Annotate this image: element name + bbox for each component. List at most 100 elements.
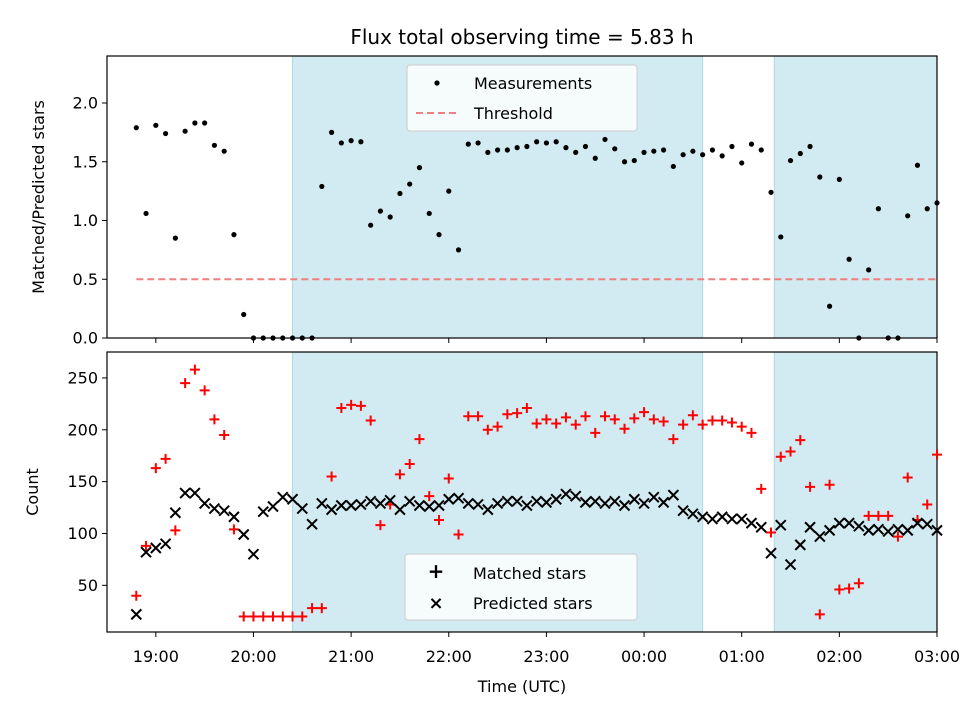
x-tick-label: 19:00	[133, 647, 179, 666]
matched-star-point	[756, 483, 767, 494]
predicted-star-point	[648, 491, 660, 503]
predicted-star-point	[482, 503, 494, 516]
measurement-point	[602, 136, 608, 143]
y-tick-label: 150	[67, 472, 98, 491]
predicted-star-point	[189, 487, 201, 499]
predicted-star-point	[130, 608, 143, 621]
predicted-star-point	[423, 500, 435, 513]
measurement-point	[846, 256, 852, 262]
legend-measurements-label: Measurements	[474, 74, 592, 93]
predicted-star-point	[247, 548, 260, 560]
bottom-legend-box	[404, 553, 638, 621]
matched-star-point	[726, 417, 737, 428]
predicted-star-point	[609, 495, 621, 508]
matched-star-point	[697, 419, 708, 430]
matched-star-point	[502, 409, 513, 420]
measurement-point	[416, 165, 423, 171]
predicted-star-point	[716, 511, 728, 523]
matched-star-point	[180, 378, 191, 389]
matched-star-point	[277, 611, 288, 622]
predicted-star-point	[687, 508, 699, 520]
measurement-point	[660, 147, 667, 153]
measurement-point	[524, 143, 530, 150]
measurement-point	[895, 335, 901, 341]
predicted-star-point	[316, 497, 328, 510]
matched-star-point	[590, 427, 601, 438]
matched-star-point	[834, 584, 845, 595]
measurement-point	[631, 157, 637, 164]
predicted-star-point	[765, 547, 777, 559]
matched-star-point	[248, 611, 259, 622]
predicted-star-point	[403, 495, 416, 508]
matched-star-point	[346, 399, 357, 410]
measurement-point	[202, 120, 208, 126]
matched-star-point	[189, 364, 200, 375]
measurement-point	[621, 159, 628, 165]
bottom-y-axis-label: Count	[23, 468, 42, 516]
predicted-star-point	[784, 558, 797, 571]
matched-star-point	[268, 611, 278, 622]
matched-star-point	[228, 524, 239, 535]
matched-star-point	[922, 499, 933, 510]
measurement-point	[299, 335, 305, 341]
y-tick-label: 200	[67, 420, 98, 439]
predicted-star-point	[286, 493, 299, 505]
predicted-star-point	[540, 496, 553, 509]
predicted-star-point	[667, 489, 680, 501]
measurement-point	[289, 335, 296, 341]
top-legend: Measurements Threshold	[406, 64, 638, 132]
legend-threshold-label: Threshold	[473, 104, 553, 123]
matched-star-point	[844, 583, 855, 594]
x-axis-label: Time (UTC)	[477, 677, 566, 696]
measurement-point	[719, 153, 725, 159]
matched-star-point	[775, 451, 786, 462]
matched-star-point	[541, 414, 552, 425]
measurement-point	[211, 142, 218, 148]
matched-star-point	[736, 421, 747, 432]
predicted-star-point	[140, 546, 152, 558]
measurement-point	[612, 146, 618, 152]
measurement-point	[182, 128, 188, 134]
measurement-point	[514, 145, 520, 151]
matched-star-point	[932, 449, 942, 460]
measurement-point	[504, 147, 510, 153]
measurement-point	[455, 247, 462, 253]
measurement-point	[133, 125, 139, 131]
matched-star-point	[404, 459, 415, 469]
measurement-point	[494, 147, 501, 153]
x-tick-label: 00:00	[621, 647, 667, 666]
measurement-point	[397, 190, 403, 197]
matched-star-point	[814, 609, 825, 620]
shaded-interval	[773, 351, 938, 633]
legend-measurements-marker	[434, 80, 440, 86]
predicted-star-point	[374, 497, 387, 510]
chart-title: Flux total observing time = 5.83 h	[350, 25, 693, 49]
predicted-star-point	[208, 502, 221, 515]
bottom-legend: + Matched stars × Predicted stars	[404, 553, 638, 621]
y-tick-label: 50	[78, 576, 98, 595]
matched-star-point	[316, 603, 327, 614]
matched-star-point	[463, 411, 474, 422]
bottom-axes: 19:00 20:00 21:00 22:00 23:00 00:00 01:00 02:00…	[67, 351, 960, 666]
top-y-axis-label: Matched/Predicted stars	[29, 100, 48, 294]
predicted-star-point	[413, 499, 426, 512]
matched-star-point	[394, 469, 405, 480]
predicted-star-point	[218, 504, 230, 517]
predicted-star-point	[325, 503, 338, 516]
measurement-point	[387, 214, 393, 220]
y-tick-label: 0.0	[73, 329, 98, 348]
predicted-star-point	[237, 528, 250, 541]
matched-star-point	[863, 510, 874, 521]
measurement-point	[143, 210, 149, 217]
predicted-star-point	[901, 524, 914, 537]
matched-star-point	[131, 590, 142, 601]
predicted-star-point	[706, 513, 719, 525]
measurement-point	[231, 232, 237, 238]
predicted-star-point	[843, 517, 855, 529]
predicted-star-point	[628, 493, 641, 505]
predicted-star-point	[355, 498, 367, 511]
measurement-point	[358, 139, 364, 145]
legend-predicted-label: Predicted stars	[473, 594, 593, 613]
measurement-point	[651, 148, 657, 154]
